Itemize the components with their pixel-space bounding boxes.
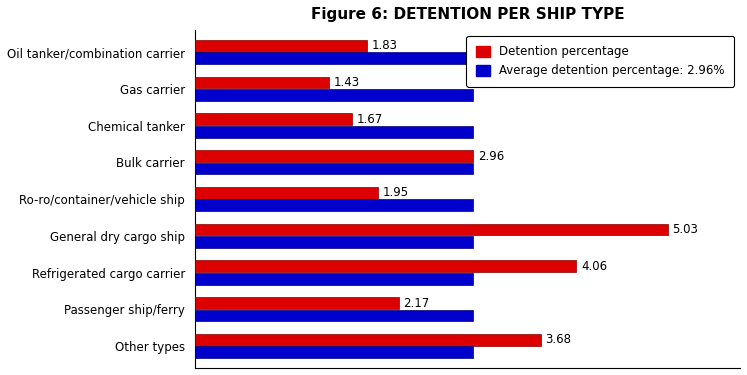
Bar: [195, 89, 473, 101]
Text: 1.67: 1.67: [356, 113, 382, 126]
Text: 1.83: 1.83: [371, 39, 397, 53]
Bar: [195, 200, 473, 211]
Bar: [195, 334, 541, 346]
Bar: [195, 126, 473, 138]
Bar: [195, 114, 352, 125]
Bar: [195, 53, 473, 64]
Text: 2.17: 2.17: [403, 297, 430, 309]
Text: 4.06: 4.06: [581, 260, 607, 273]
Bar: [195, 273, 473, 285]
Bar: [195, 346, 473, 358]
Text: 1.43: 1.43: [334, 76, 360, 89]
Bar: [195, 77, 329, 88]
Text: 3.68: 3.68: [545, 333, 571, 346]
Bar: [195, 187, 378, 199]
Bar: [195, 150, 473, 162]
Bar: [195, 236, 473, 248]
Bar: [195, 297, 399, 309]
Bar: [195, 310, 473, 321]
Text: 5.03: 5.03: [672, 223, 698, 236]
Text: 1.95: 1.95: [382, 186, 409, 199]
Bar: [195, 40, 367, 52]
Text: 2.96: 2.96: [478, 150, 504, 163]
Bar: [195, 224, 668, 236]
Legend: Detention percentage, Average detention percentage: 2.96%: Detention percentage, Average detention …: [466, 36, 734, 87]
Bar: [195, 163, 473, 174]
Bar: [195, 260, 577, 272]
Title: Figure 6: DETENTION PER SHIP TYPE: Figure 6: DETENTION PER SHIP TYPE: [311, 7, 624, 22]
